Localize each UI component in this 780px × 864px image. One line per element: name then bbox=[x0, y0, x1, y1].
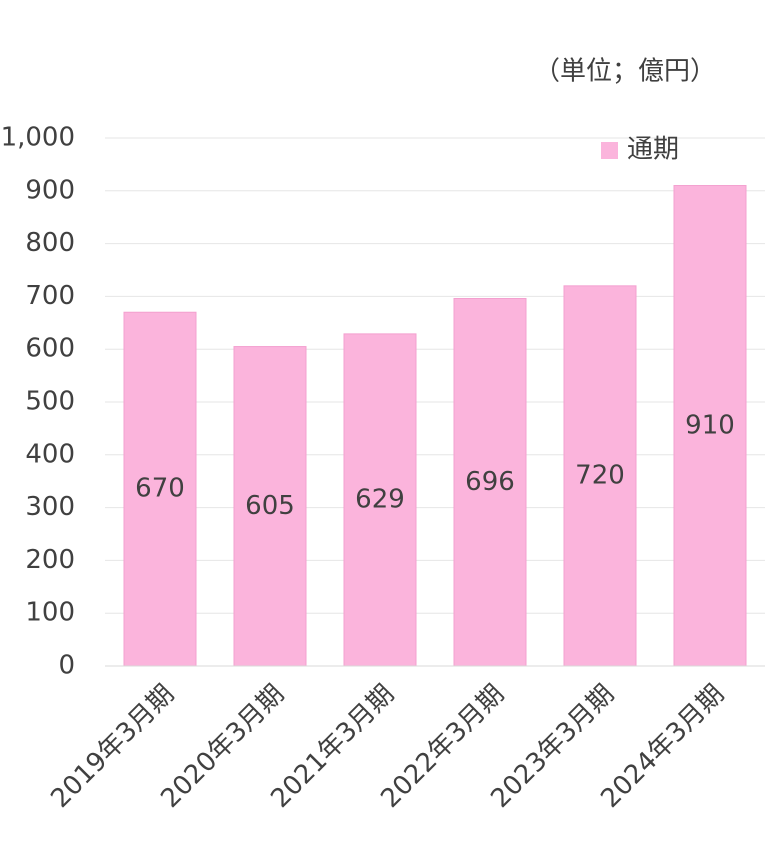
y-tick-label: 1,000 bbox=[1, 123, 75, 153]
legend-label: 通期 bbox=[627, 135, 679, 165]
y-tick-label: 200 bbox=[25, 545, 75, 575]
y-tick-label: 700 bbox=[25, 281, 75, 311]
y-tick-label: 0 bbox=[58, 651, 75, 681]
legend-swatch bbox=[601, 142, 618, 159]
y-tick-label: 800 bbox=[25, 228, 75, 258]
value-label: 720 bbox=[575, 460, 625, 490]
value-label: 670 bbox=[135, 474, 185, 504]
bar bbox=[123, 311, 197, 667]
bar bbox=[343, 333, 417, 667]
y-tick-label: 900 bbox=[25, 175, 75, 205]
unit-label: （単位；億円） bbox=[534, 57, 716, 87]
value-label: 696 bbox=[465, 467, 515, 497]
value-label: 605 bbox=[245, 491, 295, 521]
value-label: 629 bbox=[355, 484, 405, 514]
bar bbox=[563, 285, 637, 667]
y-tick-label: 100 bbox=[25, 598, 75, 628]
bar bbox=[673, 185, 747, 667]
y-tick-label: 600 bbox=[25, 334, 75, 364]
value-label: 910 bbox=[685, 410, 735, 440]
bar bbox=[233, 346, 307, 667]
y-tick-label: 300 bbox=[25, 492, 75, 522]
y-tick-label: 500 bbox=[25, 387, 75, 417]
bar bbox=[453, 298, 527, 667]
y-tick-label: 400 bbox=[25, 439, 75, 469]
